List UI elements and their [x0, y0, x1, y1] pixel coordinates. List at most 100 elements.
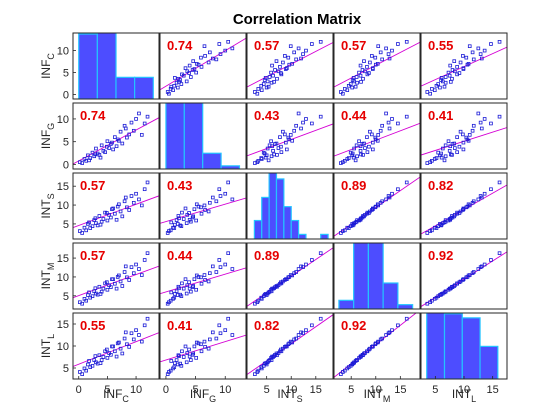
- scatter-point: [455, 150, 459, 154]
- scatter-point: [373, 135, 378, 140]
- scatter-point: [223, 191, 228, 196]
- histogram-bar: [298, 233, 307, 239]
- scatter-point: [105, 280, 109, 285]
- scatter-point: [134, 262, 138, 267]
- panel-plot-area: [253, 173, 329, 239]
- x-axis-label-2: INFG: [190, 387, 216, 404]
- scatter-point: [447, 73, 452, 78]
- scatter-point: [457, 71, 462, 75]
- scatter-point: [206, 209, 211, 214]
- scatter-point: [127, 278, 131, 282]
- panel-plot-area: [73, 251, 159, 306]
- scatter-point: [142, 323, 147, 328]
- scatter-point: [361, 76, 365, 81]
- scatter-point: [461, 132, 465, 137]
- scatter-point: [131, 200, 136, 205]
- scatter-point: [175, 85, 180, 90]
- scatter-point: [265, 79, 270, 84]
- scatter-point: [438, 85, 442, 90]
- scatter-point: [78, 160, 82, 164]
- scatter-point: [465, 204, 470, 209]
- scatter-point: [110, 207, 114, 212]
- scatter-point: [84, 368, 88, 373]
- scatter-point: [457, 144, 462, 149]
- scatter-point: [123, 126, 128, 131]
- panel-r2-c2: [159, 102, 247, 170]
- correlation-label: 0.44: [167, 248, 193, 263]
- scatter-point: [86, 362, 90, 367]
- scatter-point: [185, 351, 190, 355]
- scatter-point: [176, 214, 181, 218]
- scatter-point: [105, 356, 110, 360]
- scatter-point: [123, 330, 128, 335]
- scatter-point: [288, 133, 293, 137]
- scatter-point: [343, 87, 347, 91]
- scatter-point: [203, 208, 207, 212]
- scatter-point: [339, 231, 343, 235]
- panel-plot-area: [247, 247, 333, 307]
- scatter-point: [442, 158, 447, 163]
- scatter-point: [294, 336, 298, 341]
- scatter-point: [450, 68, 455, 72]
- scatter-point: [88, 226, 93, 230]
- scatter-point: [452, 59, 457, 63]
- scatter-point: [279, 71, 283, 75]
- panel-frame: [420, 102, 508, 170]
- scatter-point: [390, 117, 394, 121]
- y-axis-label-3: INTS: [39, 193, 56, 218]
- scatter-point: [230, 197, 235, 202]
- scatter-point: [208, 337, 212, 342]
- scatter-point: [362, 141, 366, 146]
- scatter-point: [194, 218, 198, 223]
- scatter-point: [283, 345, 287, 349]
- y-tick-label: 15: [57, 253, 69, 265]
- scatter-point: [214, 199, 219, 204]
- panel-frame: [246, 312, 334, 380]
- panel-r3-c4: 0.89: [333, 172, 421, 240]
- panel-r5-c5: 5 10 15: [420, 312, 508, 396]
- scatter-point: [202, 339, 207, 344]
- scatter-point: [169, 290, 174, 295]
- scatter-point: [348, 150, 353, 155]
- panel-frame: [246, 102, 334, 170]
- scatter-point: [199, 281, 204, 286]
- scatter-point: [97, 284, 102, 289]
- scatter-point: [253, 301, 257, 306]
- scatter-point: [446, 139, 451, 144]
- scatter-point: [384, 46, 388, 51]
- scatter-point: [165, 301, 170, 306]
- histogram-bar: [367, 243, 384, 309]
- scatter-point: [187, 286, 192, 291]
- scatter-point: [118, 279, 123, 284]
- scatter-point: [189, 75, 193, 79]
- scatter-point: [442, 84, 447, 89]
- scatter-point: [430, 298, 434, 303]
- scatter-point: [351, 222, 356, 227]
- scatter-point: [357, 139, 361, 144]
- scatter-point: [359, 80, 363, 84]
- scatter-point: [448, 144, 453, 149]
- scatter-point: [428, 91, 432, 96]
- scatter-point: [261, 363, 266, 368]
- scatter-point: [262, 78, 267, 82]
- scatter-point: [386, 52, 391, 56]
- scatter-point: [115, 137, 120, 142]
- scatter-point: [310, 42, 314, 46]
- scatter-point: [443, 143, 448, 148]
- scatter-point: [299, 56, 303, 61]
- scatter-point: [404, 40, 409, 44]
- correlation-label: 0.92: [428, 248, 453, 263]
- panel-plot-area: [160, 180, 246, 235]
- scatter-point: [184, 360, 189, 365]
- scatter-point: [367, 144, 371, 149]
- panel-frame: [246, 172, 334, 240]
- scatter-point: [142, 121, 147, 126]
- scatter-point: [145, 180, 150, 185]
- scatter-point: [87, 290, 91, 295]
- scatter-point: [339, 90, 343, 94]
- scatter-point: [202, 203, 207, 208]
- scatter-point: [367, 71, 371, 75]
- correlation-label: 0.89: [254, 248, 279, 263]
- panel-plot-area: [78, 33, 154, 99]
